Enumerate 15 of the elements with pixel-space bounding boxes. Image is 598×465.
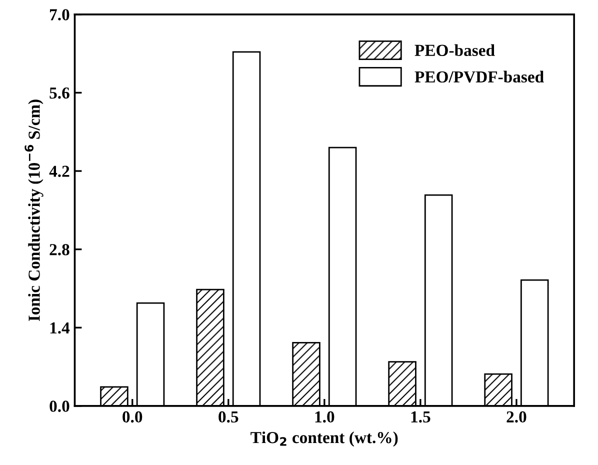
- y-tick-label: 4.2: [49, 166, 70, 178]
- y-tick-label: 1.4: [50, 322, 70, 334]
- x-tick-label: 1.0: [315, 411, 334, 423]
- x-tick-label: 1.5: [411, 411, 430, 423]
- y-axis-title: Ionic Conductivity (10$^{−6}$ S/cm): [24, 100, 44, 322]
- y-tick-label: 2.8: [50, 244, 70, 256]
- legend-label: PEO/PVDF-based: [414, 70, 544, 83]
- legend-label: PEO-based: [414, 44, 495, 56]
- x-tick-label: 2.0: [506, 411, 526, 423]
- y-tick-label: 0.0: [50, 400, 70, 412]
- x-tick-label: 0.0: [122, 411, 142, 423]
- x-tick-label: 0.5: [218, 411, 238, 423]
- y-tick-label: 7.0: [50, 9, 70, 20]
- y-tick-label: 5.6: [50, 87, 70, 99]
- x-axis-title: TiO$_{2}$ content (wt.%): [250, 431, 398, 447]
